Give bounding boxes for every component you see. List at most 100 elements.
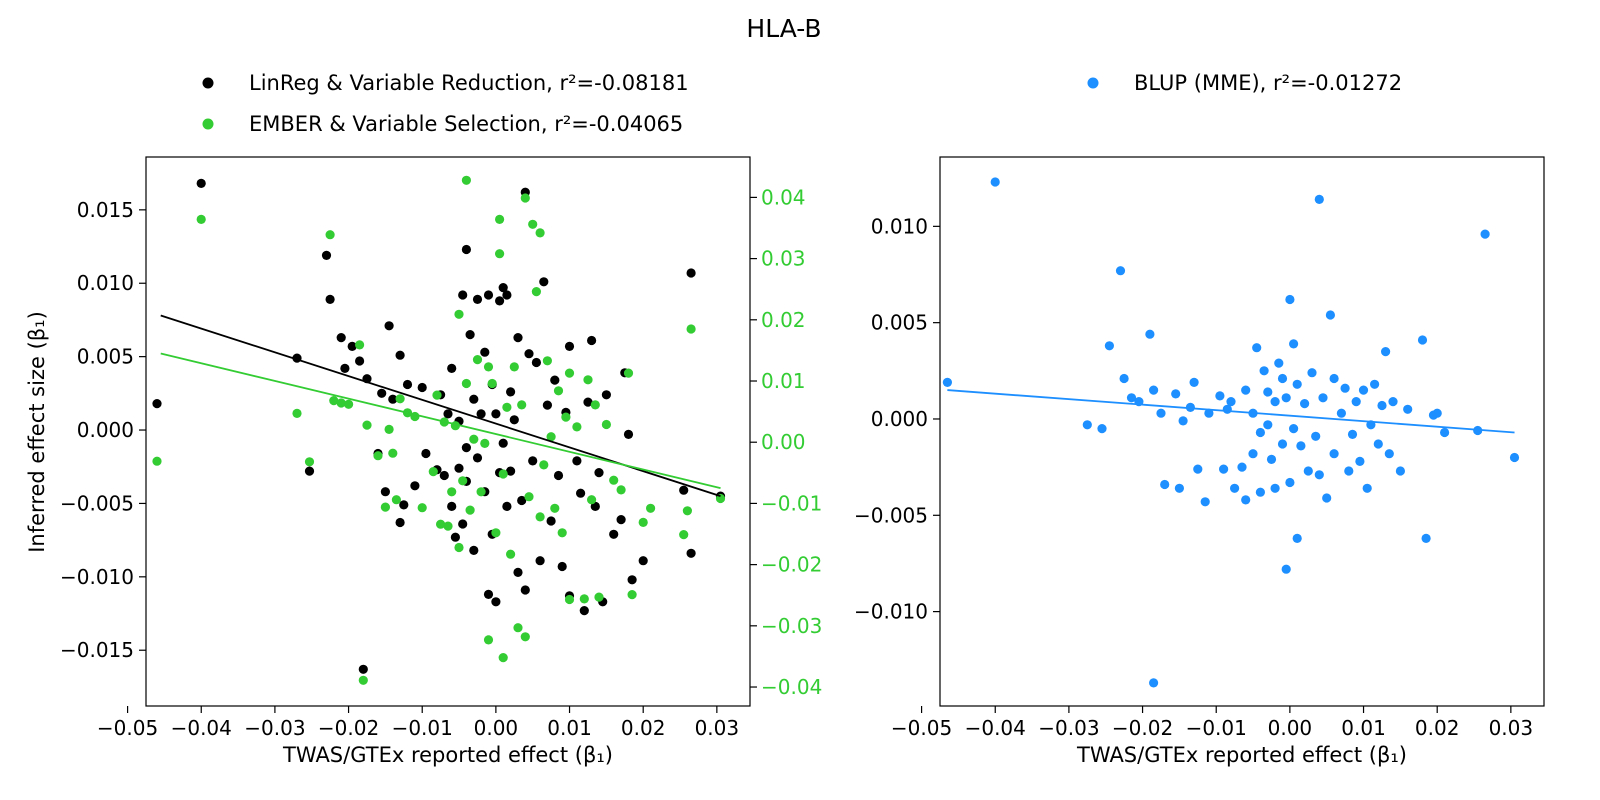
right-series-0-point: [1237, 462, 1247, 472]
right-series-0-point: [1219, 464, 1229, 474]
right-series-0-point: [1344, 466, 1354, 476]
y-axis-label: Inferred effect size (β₁): [25, 311, 49, 553]
left-series-0-point: [623, 429, 634, 439]
left-series-1-point: [564, 368, 575, 378]
left-series-1-point: [384, 424, 394, 434]
right-x-tick-label: −0.03: [1038, 716, 1099, 740]
left-series-0-point: [528, 456, 538, 466]
left-series-1-point: [428, 467, 438, 477]
left-series-1-point: [355, 340, 365, 350]
left-series-0-point: [483, 589, 494, 600]
left-y2-tick-label: 0.02: [761, 308, 806, 332]
right-series-0-point: [1480, 229, 1490, 239]
legend-right-marker-0: [1087, 77, 1099, 89]
left-y2-tick-label: −0.04: [761, 675, 822, 699]
left-series-0-point: [380, 487, 390, 497]
left-series-0-point: [472, 453, 483, 463]
left-series-0-point: [502, 290, 512, 300]
left-series-1-point: [329, 396, 339, 406]
left-series-1-point: [535, 228, 545, 238]
right-series-0-point: [1381, 347, 1391, 357]
left-series-1-point: [461, 378, 471, 389]
left-series-0-point: [480, 347, 490, 357]
right-series-0-point: [1340, 383, 1350, 393]
left-series-0-point: [513, 567, 523, 578]
right-series-0-point: [1322, 493, 1332, 503]
left-series-0-point: [627, 575, 637, 585]
left-series-0-point: [483, 290, 494, 300]
left-series-1-point: [623, 368, 634, 378]
left-series-1-point: [362, 420, 372, 430]
left-series-1-point: [469, 434, 479, 444]
left-series-0-point: [388, 394, 398, 404]
left-series-1-point: [380, 502, 390, 512]
left-y2-tick-label: −0.03: [761, 614, 822, 638]
left-series-1-point: [561, 412, 571, 422]
left-series-0-point: [638, 556, 648, 566]
left-series-0-point: [421, 448, 431, 459]
right-x-tick-label: −0.02: [1112, 716, 1173, 740]
left-x-tick-label: 0.03: [695, 716, 740, 740]
left-series-0-point: [340, 363, 350, 373]
right-series-0-point: [1115, 266, 1126, 276]
left-series-0-point: [572, 456, 582, 466]
left-y-tick-label: 0.015: [77, 198, 134, 222]
right-series-0-point: [1241, 385, 1251, 395]
right-y-tick-label: 0.010: [871, 214, 928, 238]
left-series-1-point: [679, 530, 689, 540]
right-series-0-point: [1255, 427, 1265, 438]
left-series-1-point: [447, 487, 457, 497]
left-series-0-point: [609, 529, 619, 539]
left-series-0-point: [465, 330, 475, 340]
right-x-tick-label: 0.01: [1341, 716, 1386, 740]
left-series-1-point: [513, 623, 523, 633]
left-series-1-point: [520, 632, 530, 642]
left-series-1-point: [358, 675, 368, 685]
legend-left-label-1: EMBER & Variable Selection, r²=-0.04065: [249, 112, 683, 136]
right-y-tick-label: −0.010: [854, 600, 928, 624]
left-series-1-point: [498, 653, 508, 663]
right-series-0-point: [1281, 564, 1291, 574]
right-series-0-point: [1277, 373, 1288, 384]
right-series-0-point: [1336, 408, 1346, 418]
left-y2-tick-label: 0.03: [761, 247, 806, 271]
left-series-0-point: [384, 321, 394, 331]
left-series-1-point: [454, 309, 464, 319]
left-y-tick-label: −0.015: [60, 638, 134, 662]
left-series-1-point: [594, 592, 604, 602]
left-series-1-point: [517, 400, 527, 410]
right-series-0-point: [1314, 470, 1324, 480]
right-series-0-point: [1285, 477, 1295, 488]
left-series-1-point: [483, 635, 494, 645]
left-series-1-point: [535, 512, 545, 522]
right-series-0-point: [1156, 408, 1166, 418]
left-series-0-point: [679, 485, 689, 495]
left-series-0-point: [590, 501, 600, 511]
left-series-0-point: [498, 438, 508, 448]
left-series-0-point: [550, 375, 560, 385]
right-series-0-point: [1377, 400, 1387, 411]
right-y-tick-label: 0.005: [871, 311, 928, 335]
left-x-tick-label: 0.01: [547, 716, 592, 740]
left-series-0-point: [336, 333, 346, 343]
left-series-0-point: [498, 283, 508, 293]
left-series-0-point: [304, 466, 315, 476]
right-series-0-point: [1274, 358, 1284, 368]
left-series-1-point: [304, 457, 315, 467]
right-series-0-point: [1082, 420, 1092, 430]
left-series-0-point: [517, 495, 527, 506]
left-series-1-point: [465, 505, 475, 515]
right-series-0-point: [1145, 329, 1155, 339]
left-series-1-point: [495, 249, 505, 259]
right-series-0-point: [1384, 449, 1394, 459]
left-series-1-point: [292, 408, 302, 418]
right-series-0-point: [1355, 456, 1365, 466]
left-series-1-point: [344, 399, 354, 409]
right-x-tick-label: 0.00: [1268, 716, 1313, 740]
left-y-tick-label: 0.010: [77, 271, 134, 295]
left-series-0-point: [601, 390, 612, 400]
left-series-1-point: [388, 448, 398, 458]
left-series-0-point: [546, 516, 556, 526]
right-series-0-point: [1303, 466, 1313, 476]
right-series-0-point: [1311, 431, 1321, 441]
